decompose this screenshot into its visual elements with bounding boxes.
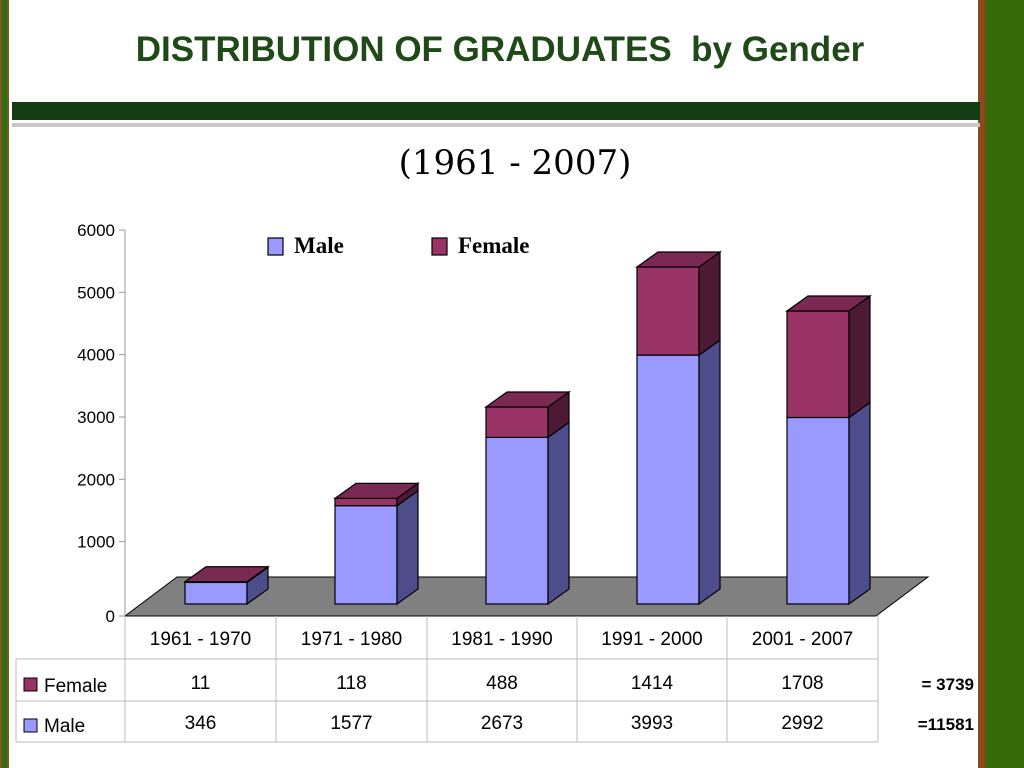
title-underline-bar <box>12 102 980 120</box>
x-category-label: 1961 - 1970 <box>150 629 251 650</box>
slide-frame-left <box>0 0 9 768</box>
table-cell-value: 1577 <box>330 713 372 734</box>
bar-male-side <box>547 421 570 606</box>
table-cell-value: 1414 <box>631 673 674 694</box>
x-category-label: 1981 - 1990 <box>451 629 552 650</box>
bar-top-face <box>785 295 872 312</box>
legend-swatch <box>267 237 284 256</box>
bar-top-face <box>183 566 270 583</box>
legend-swatch <box>431 237 448 256</box>
bar-male-front <box>184 581 248 605</box>
bar-top-face <box>333 482 420 499</box>
bar-female-front <box>636 266 700 356</box>
bar-top-face <box>635 251 722 268</box>
bar-female-side <box>848 294 871 419</box>
bar-female-side <box>698 250 721 357</box>
bar-male-front <box>485 436 549 605</box>
bar-top-face <box>484 391 571 408</box>
table-cell-value: 3993 <box>631 713 673 734</box>
bar-female-front <box>485 406 549 438</box>
slide-frame-right-edge <box>978 0 984 768</box>
slide-subtitle: (1961 - 2007) <box>398 143 632 183</box>
title-underline-shadow <box>12 123 980 127</box>
table-cell-value: 11 <box>191 673 211 694</box>
slide-title: DISTRIBUTION OF GRADUATES by Gender <box>135 30 865 69</box>
table-cell-value: 118 <box>336 673 366 694</box>
bar-female-front <box>786 310 850 419</box>
row-total-label: =11581 <box>918 715 974 734</box>
y-tick-label: 3000 <box>77 408 115 427</box>
bar-male-front <box>334 505 398 605</box>
bar-male-side <box>848 401 871 606</box>
bar-female-front <box>334 497 398 507</box>
x-category-label: 1971 - 1980 <box>301 629 402 650</box>
y-tick-label: 4000 <box>77 346 115 365</box>
bar-male-side <box>698 338 721 606</box>
x-category-label: 2001 - 2007 <box>752 629 853 650</box>
table-cell-value: 488 <box>486 673 518 694</box>
bar-male-front <box>636 354 700 605</box>
legend-label: Female <box>458 233 530 258</box>
table-cell-value: 346 <box>185 713 217 734</box>
table-legend-swatch <box>23 718 38 733</box>
table-legend-swatch <box>23 677 38 692</box>
y-tick-label: 6000 <box>77 221 115 240</box>
table-row-label: Female <box>44 676 107 697</box>
y-tick-label: 0 <box>106 607 115 626</box>
y-tick-label: 1000 <box>77 533 115 552</box>
row-total-label: = 3739 <box>922 675 974 694</box>
legend-label: Male <box>294 233 344 258</box>
slide-frame-left-stripe <box>2 0 7 768</box>
table-cell-value: 2992 <box>781 713 823 734</box>
x-category-label: 1991 - 2000 <box>601 629 702 650</box>
slide-frame-right <box>984 0 1024 768</box>
bar-male-front <box>786 416 850 605</box>
bar-male-side <box>396 489 419 606</box>
table-row-label: Male <box>44 716 85 737</box>
y-tick-label: 2000 <box>77 470 115 489</box>
table-cell-value: 2673 <box>481 713 523 734</box>
y-tick-label: 5000 <box>77 283 115 302</box>
table-cell-value: 1708 <box>781 673 823 694</box>
